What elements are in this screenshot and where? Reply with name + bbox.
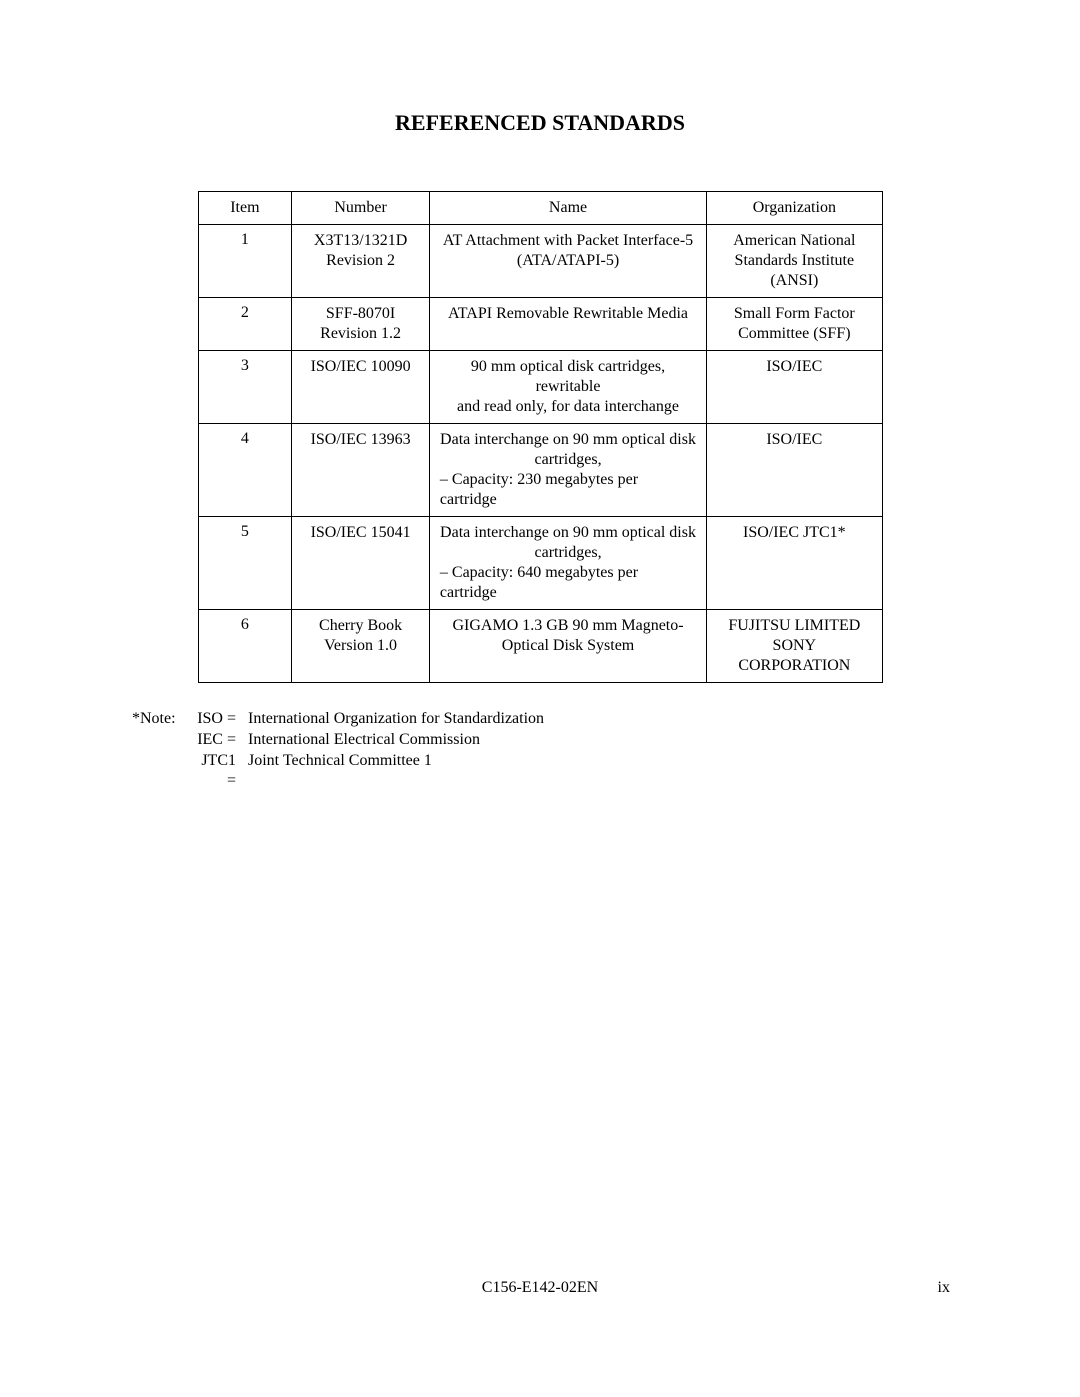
note-prefix-empty [132,730,192,751]
cell-name: 90 mm optical disk cartridges, rewritabl… [429,351,706,424]
number-line: ISO/IEC 13963 [300,430,421,450]
name-line: (ATA/ATAPI-5) [438,251,698,271]
footer-page-number: ix [938,1279,950,1297]
table-row: 5 ISO/IEC 15041 Data interchange on 90 m… [198,517,882,610]
cell-name: Data interchange on 90 mm optical disk c… [429,517,706,610]
org-line: (ANSI) [715,271,873,291]
note-row: JTC1 = Joint Technical Committee 1 [132,751,950,793]
note-definition: International Organization for Standardi… [242,709,950,730]
cell-item: 3 [198,351,292,424]
org-line: FUJITSU LIMITED [715,616,873,636]
name-line: GIGAMO 1.3 GB 90 mm Magneto- [438,616,698,636]
org-line: Small Form Factor [715,304,873,324]
header-organization: Organization [707,192,882,225]
note-abbrev: JTC1 = [192,751,242,793]
name-line: Optical Disk System [438,636,698,656]
cell-org: ISO/IEC JTC1* [707,517,882,610]
cell-number: ISO/IEC 13963 [292,424,430,517]
cell-item: 6 [198,610,292,683]
table-row: 2 SFF-8070I Revision 1.2 ATAPI Removable… [198,298,882,351]
header-number: Number [292,192,430,225]
number-line: X3T13/1321D [300,231,421,251]
page-title: REFERENCED STANDARDS [130,110,950,136]
org-line: CORPORATION [715,656,873,676]
name-line: and read only, for data interchange [438,397,698,417]
note-prefix-empty [132,751,192,793]
note-abbrev: IEC = [192,730,242,751]
number-line: ISO/IEC 15041 [300,523,421,543]
org-line: Committee (SFF) [715,324,873,344]
cell-org: American National Standards Institute (A… [707,225,882,298]
number-line: Revision 2 [300,251,421,271]
cell-item: 1 [198,225,292,298]
number-line: Cherry Book [300,616,421,636]
name-line: Data interchange on 90 mm optical disk [438,523,698,543]
table-row: 6 Cherry Book Version 1.0 GIGAMO 1.3 GB … [198,610,882,683]
cell-org: FUJITSU LIMITED SONY CORPORATION [707,610,882,683]
cell-name: ATAPI Removable Rewritable Media [429,298,706,351]
note-row: IEC = International Electrical Commissio… [132,730,950,751]
name-line: – Capacity: 640 megabytes per cartridge [438,563,698,603]
cell-number: ISO/IEC 10090 [292,351,430,424]
name-line: 90 mm optical disk cartridges, rewritabl… [438,357,698,397]
footer-document-number: C156-E142-02EN [482,1279,598,1297]
name-line: Data interchange on 90 mm optical disk [438,430,698,450]
table-container: Item Number Name Organization 1 X3T13/13… [130,191,950,683]
cell-org: ISO/IEC [707,424,882,517]
name-line: cartridges, [438,543,698,563]
name-line: – Capacity: 230 megabytes per cartridge [438,470,698,510]
name-line: ATAPI Removable Rewritable Media [438,304,698,324]
org-line: American National [715,231,873,251]
cell-item: 4 [198,424,292,517]
header-name: Name [429,192,706,225]
number-line: Revision 1.2 [300,324,421,344]
cell-number: X3T13/1321D Revision 2 [292,225,430,298]
cell-org: Small Form Factor Committee (SFF) [707,298,882,351]
cell-number: SFF-8070I Revision 1.2 [292,298,430,351]
name-line: cartridges, [438,450,698,470]
note-definition: International Electrical Commission [242,730,950,751]
table-row: 1 X3T13/1321D Revision 2 AT Attachment w… [198,225,882,298]
notes-section: *Note: ISO = International Organization … [132,709,950,792]
cell-name: AT Attachment with Packet Interface-5 (A… [429,225,706,298]
header-item: Item [198,192,292,225]
table-header-row: Item Number Name Organization [198,192,882,225]
org-line: SONY [715,636,873,656]
number-line: ISO/IEC 10090 [300,357,421,377]
standards-table: Item Number Name Organization 1 X3T13/13… [198,191,883,683]
note-definition: Joint Technical Committee 1 [242,751,950,793]
cell-name: GIGAMO 1.3 GB 90 mm Magneto- Optical Dis… [429,610,706,683]
name-line: AT Attachment with Packet Interface-5 [438,231,698,251]
note-row: *Note: ISO = International Organization … [132,709,950,730]
page-footer: C156-E142-02EN ix [0,1279,1080,1297]
org-line: ISO/IEC JTC1* [715,523,873,543]
cell-org: ISO/IEC [707,351,882,424]
cell-number: ISO/IEC 15041 [292,517,430,610]
cell-item: 5 [198,517,292,610]
org-line: ISO/IEC [715,430,873,450]
org-line: ISO/IEC [715,357,873,377]
number-line: Version 1.0 [300,636,421,656]
number-line: SFF-8070I [300,304,421,324]
note-abbrev: ISO = [192,709,242,730]
note-prefix: *Note: [132,709,192,730]
cell-item: 2 [198,298,292,351]
table-row: 3 ISO/IEC 10090 90 mm optical disk cartr… [198,351,882,424]
cell-number: Cherry Book Version 1.0 [292,610,430,683]
cell-name: Data interchange on 90 mm optical disk c… [429,424,706,517]
page-content: REFERENCED STANDARDS Item Number Name Or… [0,0,1080,792]
table-row: 4 ISO/IEC 13963 Data interchange on 90 m… [198,424,882,517]
org-line: Standards Institute [715,251,873,271]
